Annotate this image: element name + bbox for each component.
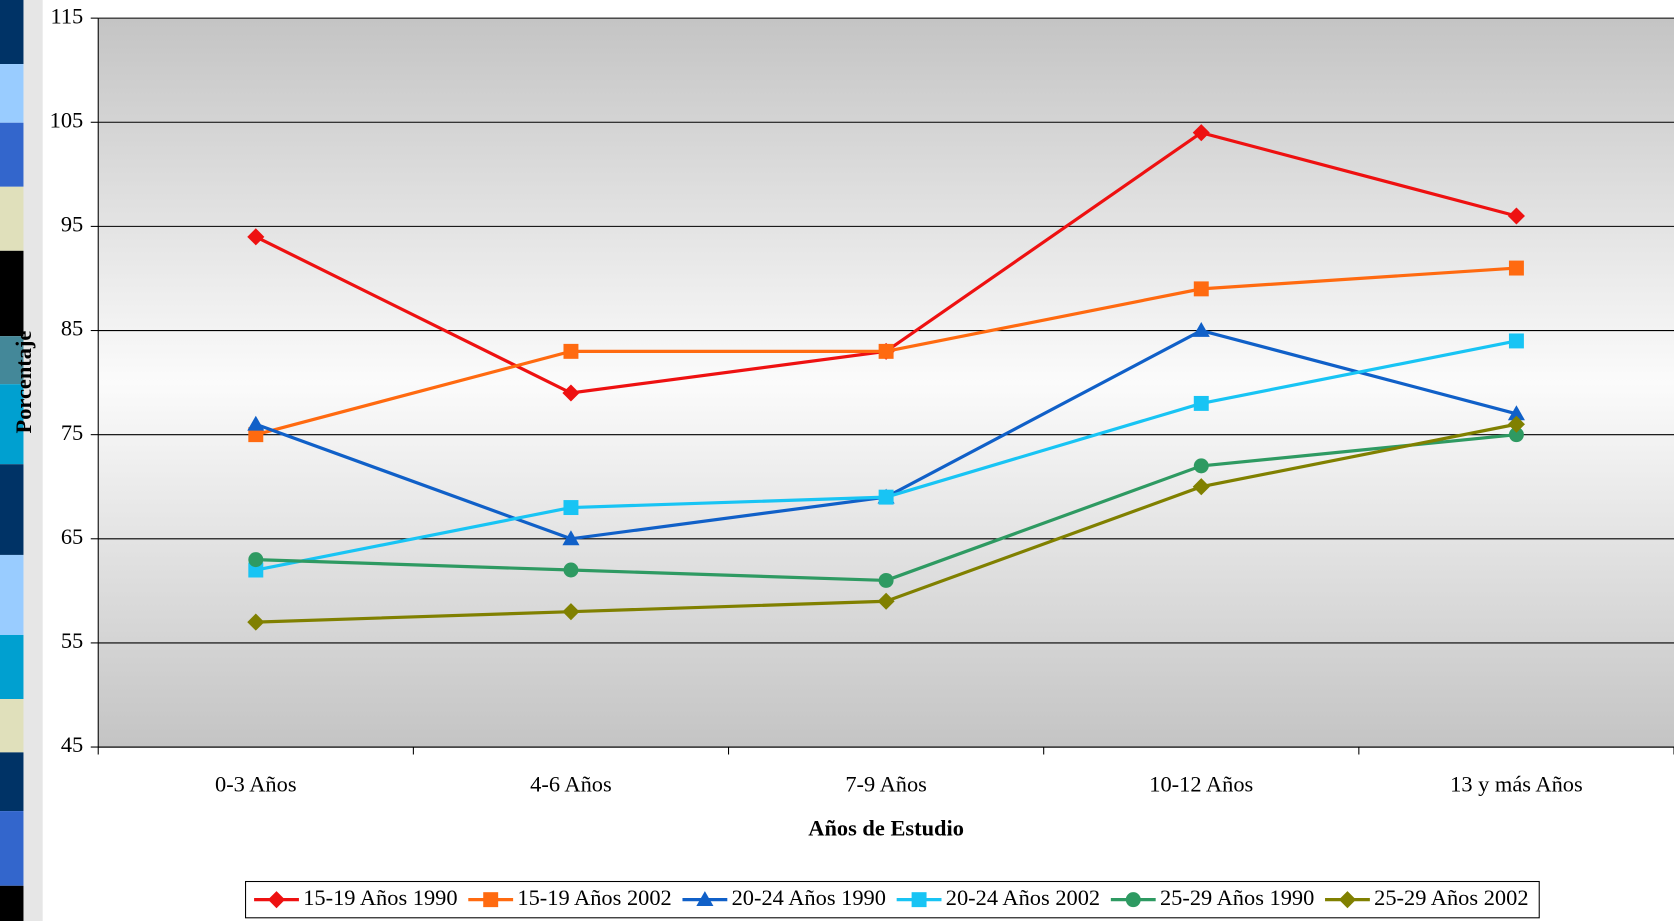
legend-label: 20-24 Años 1990 — [732, 885, 886, 910]
legend-item: 15-19 Años 2002 — [468, 885, 672, 910]
y-tick-label: 85 — [61, 316, 83, 341]
x-tick-label: 7-9 Años — [845, 772, 927, 797]
marker — [1125, 892, 1141, 908]
marker — [911, 892, 927, 908]
y-tick-label: 55 — [61, 628, 83, 653]
y-axis-label: Porcentaje — [11, 331, 36, 434]
legend-label: 25-29 Años 1990 — [1160, 885, 1314, 910]
legend-item: 20-24 Años 1990 — [682, 885, 886, 910]
marker — [1193, 458, 1209, 474]
marker — [248, 552, 264, 568]
marker — [1193, 281, 1209, 297]
marker — [696, 891, 714, 907]
marker — [1507, 405, 1525, 421]
x-tick-label: 10-12 Años — [1149, 772, 1253, 797]
marker — [1508, 427, 1524, 443]
x-tick-label: 13 y más Años — [1450, 772, 1583, 797]
marker — [1193, 395, 1209, 411]
marker — [563, 500, 579, 516]
legend-label: 15-19 Años 1990 — [303, 885, 457, 910]
marker — [878, 572, 894, 588]
legend — [245, 880, 1540, 919]
y-tick-label: 115 — [50, 3, 83, 28]
side-decoration — [0, 0, 43, 921]
legend-label: 15-19 Años 2002 — [517, 885, 671, 910]
plot-area — [98, 18, 1674, 748]
x-tick-label: 4-6 Años — [530, 772, 612, 797]
x-tick-label: 0-3 Años — [215, 772, 297, 797]
marker — [562, 530, 580, 546]
legend-item: 20-24 Años 2002 — [896, 885, 1100, 910]
marker — [247, 415, 265, 431]
x-axis-label: Años de Estudio — [808, 815, 964, 840]
y-tick-label: 45 — [61, 732, 83, 757]
marker — [563, 343, 579, 359]
marker — [1508, 333, 1524, 349]
y-tick-label: 65 — [61, 524, 83, 549]
marker — [563, 562, 579, 578]
legend-label: 20-24 Años 2002 — [946, 885, 1100, 910]
marker — [878, 489, 894, 505]
y-tick-label: 75 — [61, 420, 83, 445]
marker — [878, 343, 894, 359]
y-tick-label: 105 — [50, 107, 84, 132]
marker — [483, 892, 499, 908]
legend-item: 25-29 Años 1990 — [1110, 885, 1314, 910]
legend-label: 25-29 Años 2002 — [1374, 885, 1528, 910]
marker — [248, 427, 264, 443]
marker — [248, 562, 264, 578]
marker — [1192, 321, 1210, 337]
marker — [1508, 260, 1524, 276]
y-tick-label: 95 — [61, 212, 83, 237]
